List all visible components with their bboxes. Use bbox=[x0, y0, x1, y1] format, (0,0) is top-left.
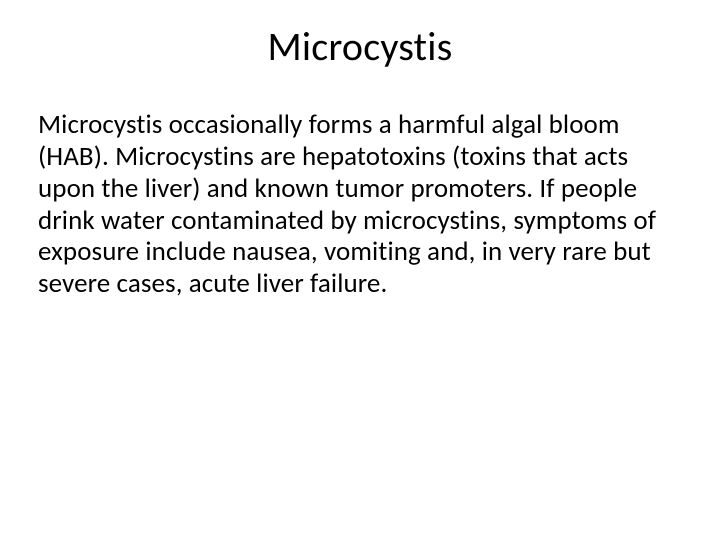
slide-body-text: Microcystis occasionally forms a harmful… bbox=[38, 109, 682, 300]
slide-title: Microcystis bbox=[38, 22, 682, 71]
slide-container: Microcystis Microcystis occasionally for… bbox=[0, 0, 720, 540]
